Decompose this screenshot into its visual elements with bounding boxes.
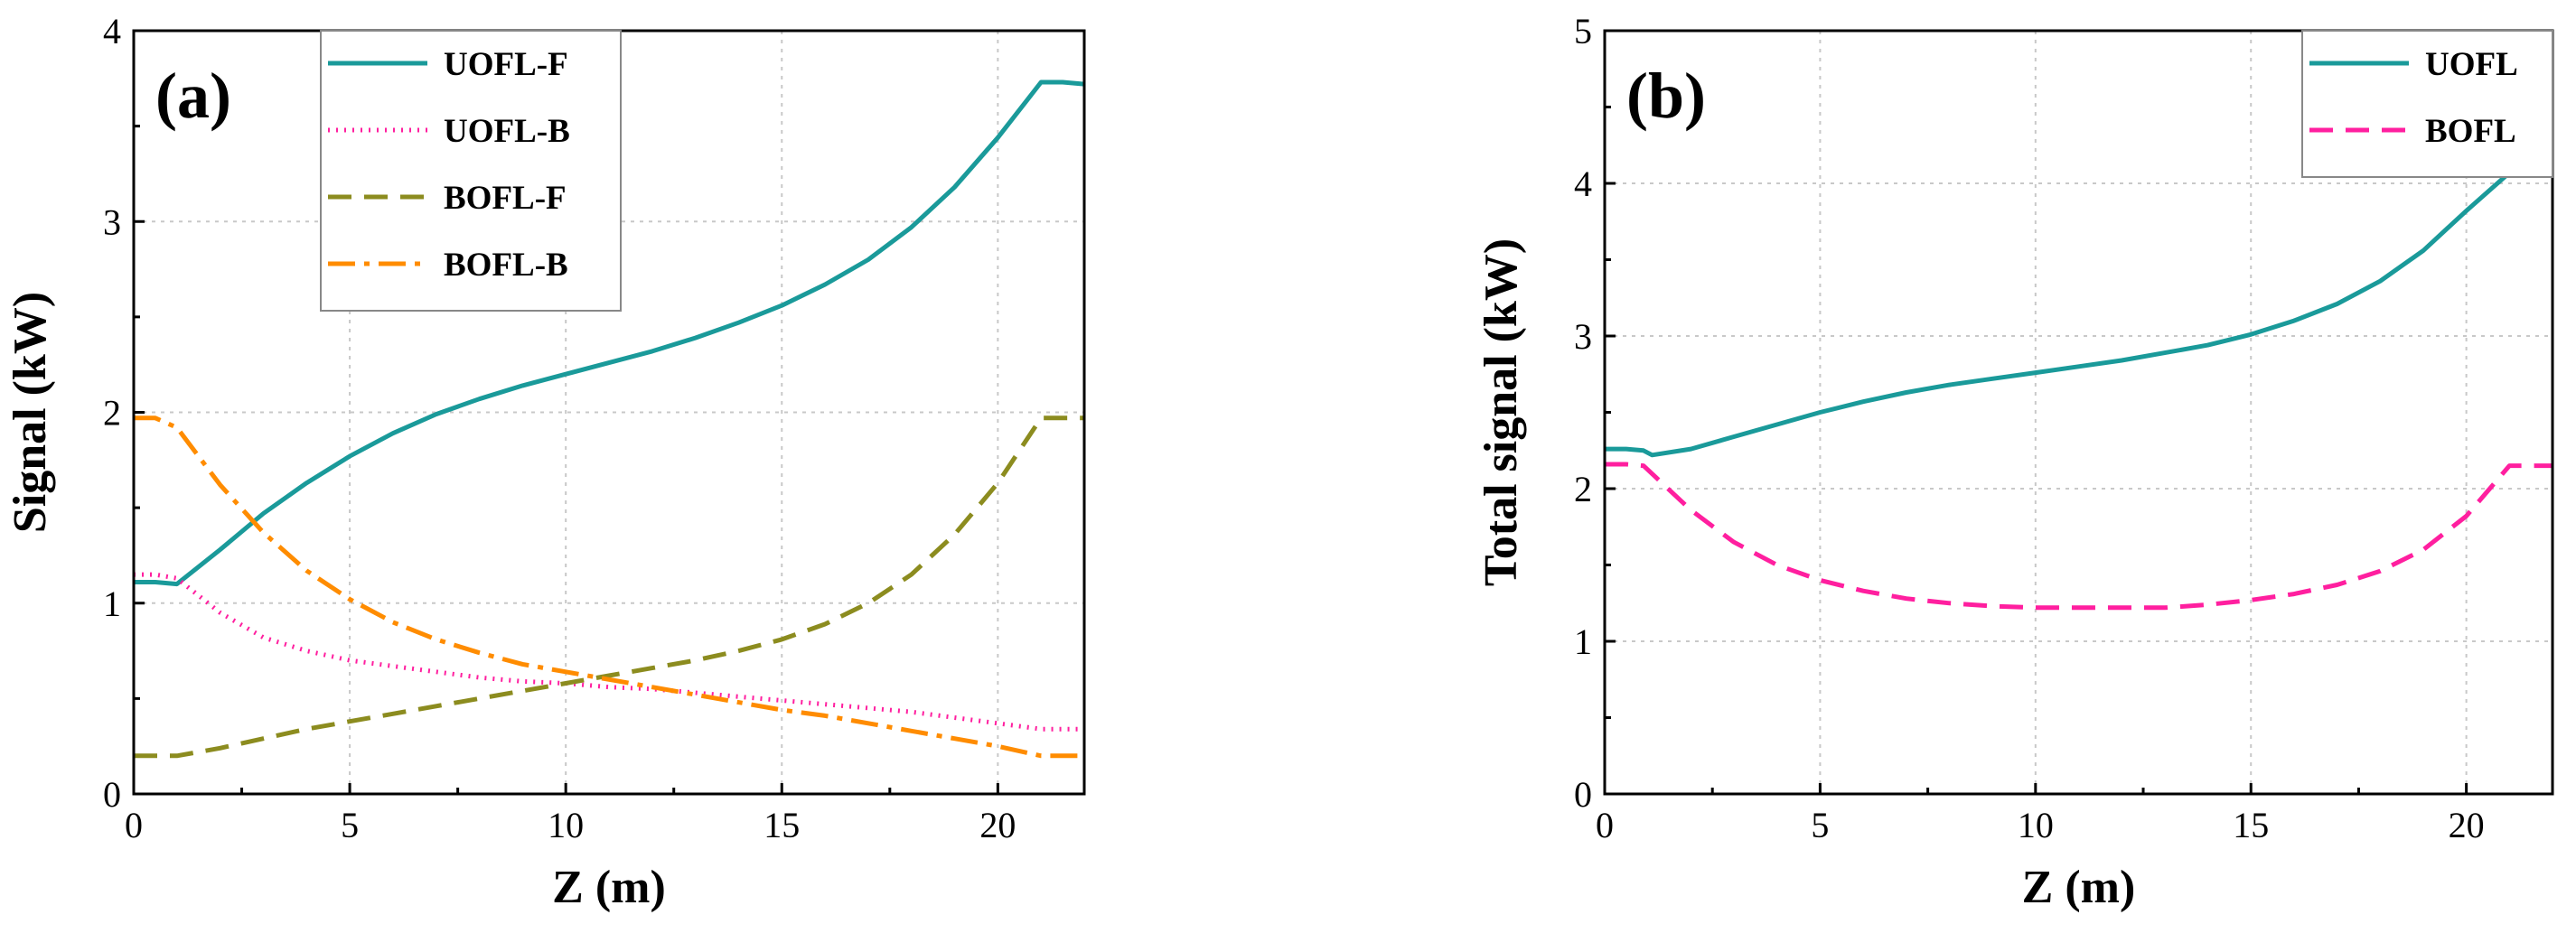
series-line-uofl <box>1605 170 2553 458</box>
y-tick-label-b-1: 1 <box>1574 621 1592 662</box>
legend-label-uofl-f: UOFL-F <box>444 46 568 83</box>
series-line-bofl <box>1605 462 2553 611</box>
x-tick-label-a-0: 0 <box>125 805 143 845</box>
x-axis-title-b: Z (m) <box>2022 862 2136 913</box>
x-tick-label-a-3: 15 <box>763 805 800 845</box>
legend-label-uofl-b: UOFL-B <box>444 113 570 150</box>
x-axis-title-a: Z (m) <box>552 862 666 913</box>
panel-b: 0 5 10 15 20 0 1 2 3 4 5 (b) Z (m) Total signal (k… <box>1475 11 2554 913</box>
y-tick-label-a-3: 3 <box>103 201 121 242</box>
panel-a: 0 5 10 15 20 0 1 2 3 4 (a) Z (m) Signal (kW) UOFL… <box>5 11 1086 913</box>
x-tick-label-b-4: 20 <box>2449 805 2485 845</box>
legend-label-bofl-b: BOFL-B <box>444 247 568 284</box>
x-tick-label-b-0: 0 <box>1596 805 1614 845</box>
y-tick-label-a-2: 2 <box>103 393 121 434</box>
y-axis-title-a: Signal (kW) <box>5 292 56 533</box>
series-line-bofl-b <box>134 415 1084 759</box>
y-axis-title-b: Total signal (kW) <box>1475 238 1527 586</box>
y-tick-label-b-0: 0 <box>1574 774 1592 815</box>
legend-label-uofl: UOFL <box>2425 46 2518 83</box>
legend-box-b <box>2301 30 2553 178</box>
legend-box-a <box>320 30 622 312</box>
series-line-uofl-b <box>134 572 1084 732</box>
y-tick-label-a-0: 0 <box>103 774 121 815</box>
series-line-uofl-f <box>134 79 1085 587</box>
x-tick-label-b-1: 5 <box>1811 805 1829 845</box>
y-tick-label-b-2: 2 <box>1574 469 1592 509</box>
x-tick-label-a-2: 10 <box>548 805 584 845</box>
y-tick-label-b-3: 3 <box>1574 316 1592 357</box>
y-tick-label-b-4: 4 <box>1574 163 1592 204</box>
x-tick-label-b-3: 15 <box>2233 805 2269 845</box>
panel-label-b: (b) <box>1626 60 1706 132</box>
legend-a: UOFL-F UOFL-B BOFL-F BOFL-B <box>320 30 622 312</box>
legend-label-bofl-f: BOFL-F <box>444 180 567 217</box>
x-tick-label-b-2: 10 <box>2018 805 2054 845</box>
y-tick-label-a-4: 4 <box>103 11 121 51</box>
series-line-bofl-f <box>134 415 1084 759</box>
y-tick-label-b-5: 5 <box>1574 11 1592 51</box>
x-tick-label-a-1: 5 <box>341 805 359 845</box>
panel-label-a: (a) <box>155 60 231 132</box>
legend-b: UOFL BOFL <box>2301 30 2553 178</box>
x-tick-label-a-4: 20 <box>979 805 1016 845</box>
y-tick-label-a-1: 1 <box>103 583 121 624</box>
legend-label-bofl: BOFL <box>2425 113 2516 150</box>
